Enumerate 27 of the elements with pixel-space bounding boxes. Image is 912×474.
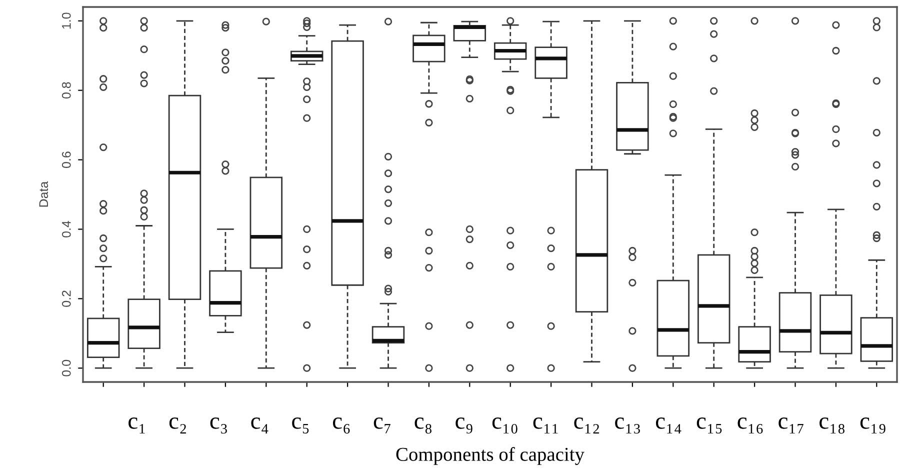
text: c₂	[169, 418, 186, 434]
text: c₁₅	[696, 418, 722, 434]
text: c₆	[332, 418, 350, 434]
y-tick-label: 0.0	[62, 360, 71, 376]
text: c₁₂	[574, 418, 599, 434]
text: c₃	[210, 418, 227, 434]
text: c₁₇	[778, 418, 804, 434]
y-tick-label: 0.2	[62, 290, 71, 307]
text: c₁₈	[820, 418, 844, 434]
text: c₇	[374, 418, 390, 434]
text: c₁	[128, 418, 145, 434]
y-tick-label: 0.4	[62, 220, 71, 238]
text: c₁₀	[492, 418, 518, 434]
y-axis-title: Data	[39, 181, 48, 207]
text: c₁₁	[533, 418, 558, 434]
y-tick-label: 1.0	[62, 12, 71, 29]
text: c₁₄	[656, 418, 682, 434]
text: c₉	[456, 418, 472, 434]
text: c₁₉	[860, 418, 886, 434]
x-axis-title: Components of capacity	[396, 447, 584, 465]
text: c₁₃	[615, 418, 640, 434]
text: c₈	[414, 418, 432, 434]
y-tick-label: 0.6	[62, 152, 71, 168]
text: c₅	[292, 418, 309, 434]
text: c₄	[251, 418, 268, 434]
text: c₁₆	[738, 418, 763, 434]
y-tick-label: 0.8	[62, 82, 71, 99]
